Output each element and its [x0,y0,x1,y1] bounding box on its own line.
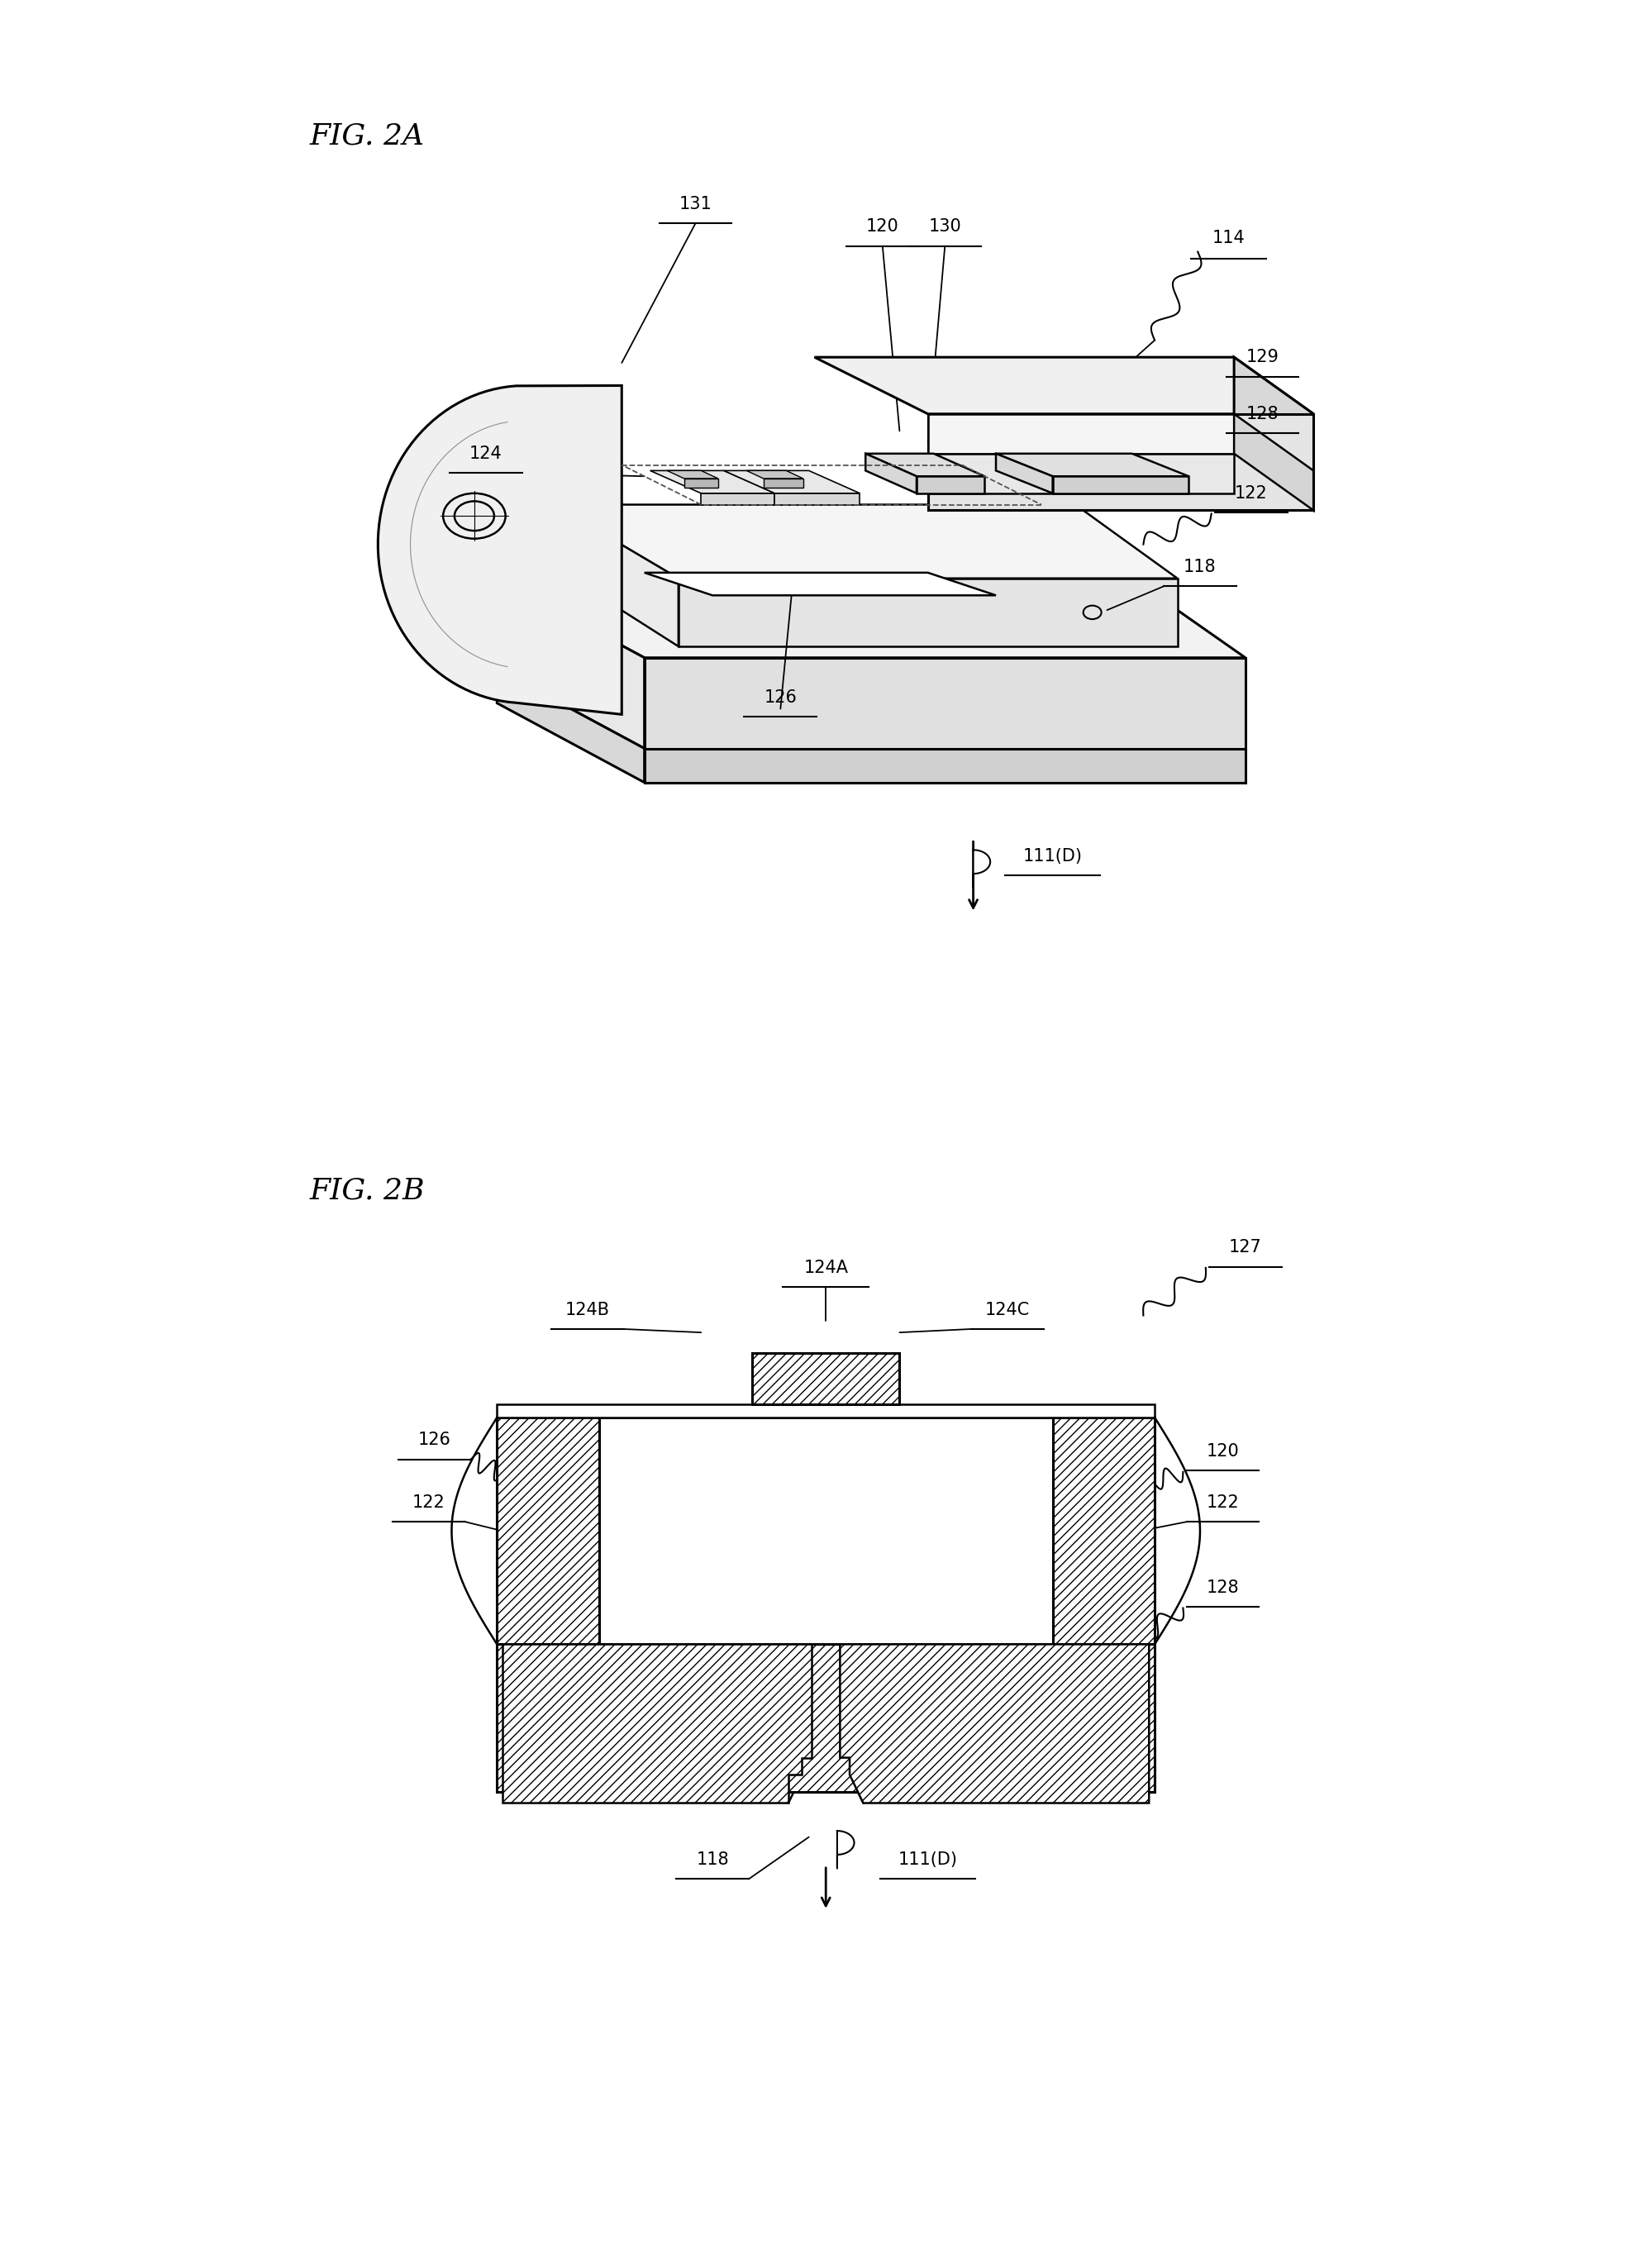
Polygon shape [503,1644,811,1803]
Text: 126: 126 [764,689,797,705]
Polygon shape [700,494,775,506]
Polygon shape [764,479,803,488]
Polygon shape [645,748,1246,782]
Polygon shape [837,1830,854,1869]
Polygon shape [929,454,1235,494]
Text: 118: 118 [1184,558,1217,576]
Polygon shape [917,476,984,494]
Text: 120: 120 [867,218,899,236]
Text: 130: 130 [929,218,961,236]
Text: 114: 114 [1212,229,1245,247]
Polygon shape [554,506,1178,578]
Text: 128: 128 [1207,1579,1240,1597]
Polygon shape [1235,413,1313,510]
Text: 111(D): 111(D) [898,1851,958,1869]
Text: 124C: 124C [986,1302,1030,1318]
Text: 129: 129 [1246,349,1279,365]
Polygon shape [865,454,917,494]
Text: 126: 126 [419,1431,451,1449]
Polygon shape [599,1418,1052,1644]
Text: 128: 128 [1246,406,1279,422]
Polygon shape [995,454,1052,494]
Text: 122: 122 [1207,1495,1240,1510]
Text: 118: 118 [696,1851,728,1869]
Text: 120: 120 [1207,1442,1240,1461]
Polygon shape [995,454,1189,476]
Polygon shape [746,472,803,479]
Polygon shape [645,574,995,596]
Polygon shape [497,578,1246,658]
Polygon shape [929,413,1235,454]
Text: 127: 127 [1228,1238,1262,1256]
Polygon shape [723,472,860,494]
Polygon shape [554,506,678,646]
Text: 111(D): 111(D) [1023,848,1082,864]
Polygon shape [497,1404,1155,1418]
Polygon shape [645,658,1246,748]
Polygon shape [973,850,990,887]
Polygon shape [753,1352,899,1404]
Polygon shape [497,1418,599,1644]
Text: FIG. 2A: FIG. 2A [310,122,425,150]
Text: 131: 131 [679,195,712,213]
Polygon shape [668,472,718,479]
Polygon shape [497,1644,1155,1792]
Polygon shape [378,386,622,714]
Polygon shape [865,454,984,476]
Polygon shape [650,472,775,494]
Polygon shape [929,413,1313,510]
Polygon shape [841,1644,1148,1803]
Text: FIG. 2B: FIG. 2B [310,1177,425,1204]
Text: 124: 124 [469,445,502,463]
Polygon shape [1235,356,1313,510]
Text: 122: 122 [412,1495,445,1510]
Text: 124A: 124A [803,1259,849,1277]
Polygon shape [775,494,860,506]
Text: 124B: 124B [565,1302,609,1318]
Polygon shape [678,578,1178,646]
Polygon shape [497,578,645,748]
Polygon shape [1052,476,1189,494]
Polygon shape [684,479,718,488]
Polygon shape [1052,1418,1155,1644]
Polygon shape [814,356,1313,413]
Polygon shape [497,669,645,782]
Text: 122: 122 [1235,485,1267,501]
